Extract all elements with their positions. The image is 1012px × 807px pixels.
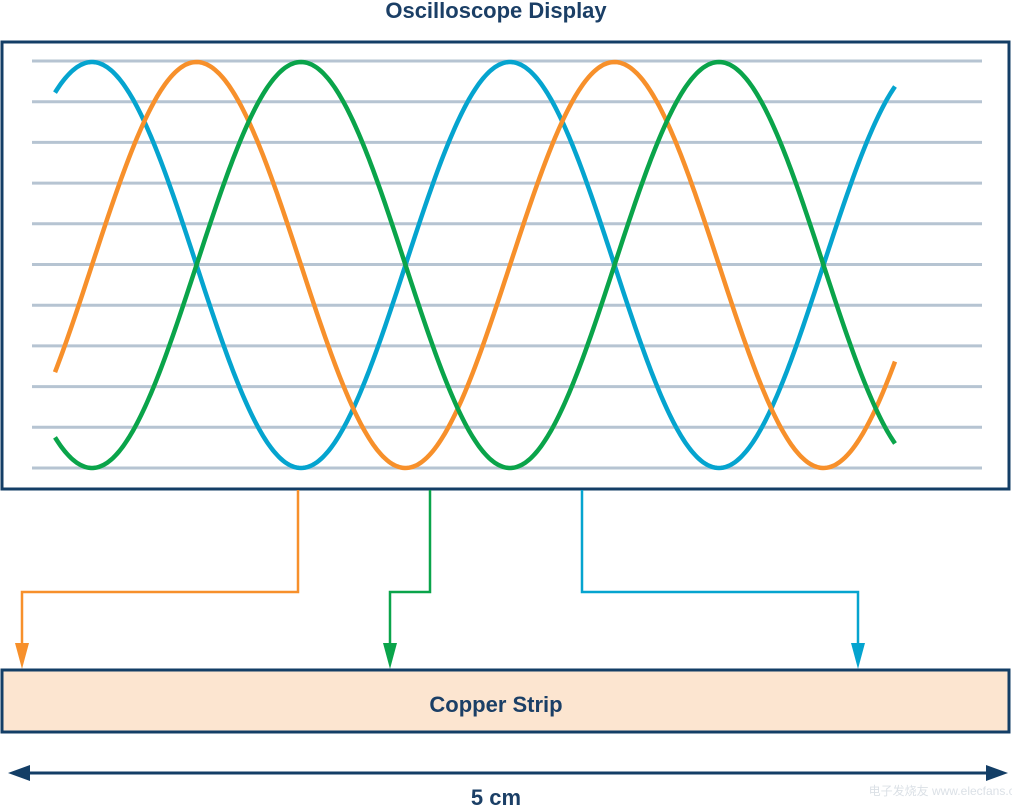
orange-waveform xyxy=(52,59,898,471)
arrowhead-right-icon xyxy=(986,765,1008,781)
orange-probe-lead xyxy=(20,490,300,652)
blue-probe-lead xyxy=(580,490,860,652)
green-waveform xyxy=(53,59,897,471)
length-arrow xyxy=(8,765,1008,781)
blue-arrowhead-icon xyxy=(851,643,865,669)
watermark: 电子发烧友 www.elecfans.com xyxy=(869,783,1012,798)
copper-strip xyxy=(0,668,1011,734)
waveforms xyxy=(52,59,898,471)
green-arrowhead-icon xyxy=(383,643,397,669)
orange-arrowhead-icon xyxy=(15,643,29,669)
length-label: 5 cm xyxy=(471,785,521,807)
diagram-title: Oscilloscope Display xyxy=(385,0,607,23)
arrowhead-left-icon xyxy=(8,765,30,781)
probe-leads xyxy=(15,490,865,669)
green-probe-lead xyxy=(388,490,432,652)
blue-waveform xyxy=(53,59,897,471)
copper-strip-label: Copper Strip xyxy=(429,692,562,717)
